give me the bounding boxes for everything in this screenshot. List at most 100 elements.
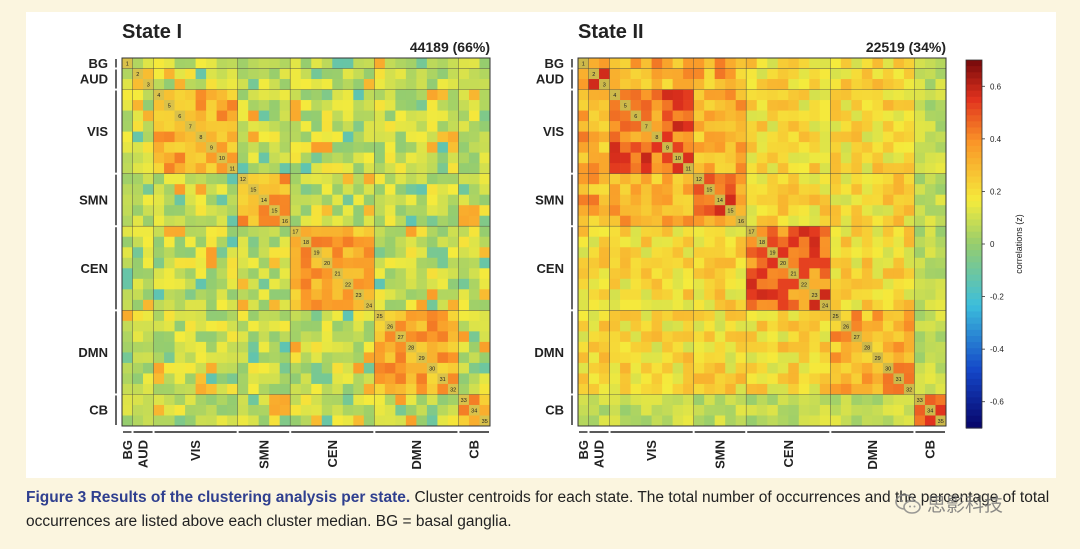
matrix-cell [798, 310, 810, 322]
matrix-cell [248, 68, 260, 80]
matrix-cell [279, 173, 291, 185]
colorbar-segment [966, 336, 982, 343]
matrix-cell [342, 226, 354, 238]
matrix-cell [269, 163, 281, 175]
matrix-cell [447, 236, 459, 248]
matrix-cell [216, 331, 228, 343]
matrix-cell [893, 289, 905, 301]
colorbar-segment [966, 397, 982, 405]
matrix-cell [290, 278, 302, 290]
matrix-cell [153, 320, 165, 332]
matrix-cell [641, 299, 652, 311]
matrix-cell [164, 184, 175, 196]
matrix-cell [651, 110, 663, 122]
matrix-cell [143, 404, 154, 416]
matrix-cell [924, 247, 936, 259]
node-label: 1 [126, 61, 129, 67]
matrix-cell [924, 152, 936, 164]
matrix-cell [311, 404, 323, 416]
matrix-cell [143, 58, 154, 69]
matrix-cell [216, 236, 228, 248]
matrix-cell [237, 79, 249, 90]
matrix-cell [269, 236, 281, 248]
matrix-cell [840, 404, 852, 416]
matrix-cell [641, 331, 652, 343]
matrix-cell [479, 215, 491, 227]
matrix-cell [809, 310, 821, 322]
matrix-cell [248, 373, 260, 385]
matrix-cell [662, 362, 674, 374]
panel-title: State II [578, 21, 644, 43]
matrix-cell [756, 310, 768, 322]
matrix-cell [914, 205, 926, 217]
matrix-cell [872, 362, 884, 374]
matrix-cell [903, 110, 915, 122]
matrix-cell [851, 299, 863, 311]
matrix-cell [122, 394, 133, 406]
node-label: 21 [334, 272, 340, 278]
matrix-cell [798, 89, 810, 101]
matrix-cell [861, 58, 873, 69]
matrix-cell [630, 215, 642, 227]
matrix-cell [447, 257, 459, 269]
matrix-cell [693, 362, 705, 374]
matrix-cell [693, 247, 705, 259]
matrix-cell [830, 331, 842, 343]
matrix-cell [132, 415, 144, 427]
matrix-cell [153, 341, 165, 353]
matrix-cell [861, 163, 873, 175]
matrix-cell [798, 373, 810, 385]
matrix-cell [798, 320, 810, 332]
matrix-cell [935, 110, 947, 122]
matrix-cell [746, 79, 758, 90]
matrix-cell [195, 152, 207, 164]
matrix-cell [269, 320, 281, 332]
matrix-cell [479, 100, 491, 111]
matrix-cell [321, 142, 333, 154]
matrix-cell [332, 299, 344, 311]
matrix-cell [237, 257, 249, 269]
matrix-cell [903, 268, 915, 280]
matrix-cell [693, 289, 705, 301]
matrix-cell [237, 310, 249, 322]
matrix-cell [809, 257, 821, 269]
matrix-cell [683, 68, 695, 80]
matrix-cell [416, 121, 428, 132]
matrix-cell [342, 121, 354, 132]
matrix-cell [216, 205, 228, 217]
matrix-cell [426, 142, 438, 154]
node-label: 26 [387, 324, 393, 330]
matrix-cell [693, 341, 705, 353]
matrix-cell [206, 341, 218, 353]
network-label-left: BG [89, 56, 109, 71]
matrix-cell [164, 310, 175, 322]
matrix-cell [153, 247, 165, 259]
matrix-cell [395, 194, 407, 206]
matrix-cell [342, 341, 354, 353]
matrix-cell [746, 89, 758, 101]
matrix-cell [714, 257, 726, 269]
matrix-cell [683, 58, 695, 69]
matrix-cell [735, 341, 747, 353]
matrix-cell [693, 226, 705, 238]
matrix-cell [311, 236, 323, 248]
matrix-cell [620, 310, 631, 322]
matrix-cell [153, 131, 165, 143]
matrix-cell [132, 341, 144, 353]
matrix-cell [756, 121, 768, 132]
matrix-cell [893, 352, 905, 364]
matrix-cell [746, 268, 758, 280]
network-label-bottom: CB [467, 440, 482, 459]
matrix-cell [269, 352, 281, 364]
matrix-cell [809, 89, 821, 101]
matrix-cell [269, 152, 281, 164]
matrix-cell [924, 278, 936, 290]
matrix-cell [237, 278, 249, 290]
matrix-cell [777, 383, 789, 395]
matrix-cell [683, 383, 695, 395]
matrix-cell [777, 373, 789, 385]
matrix-cell [258, 215, 270, 227]
node-label: 15 [706, 188, 712, 194]
matrix-cell [395, 163, 407, 175]
matrix-cell [258, 173, 270, 185]
